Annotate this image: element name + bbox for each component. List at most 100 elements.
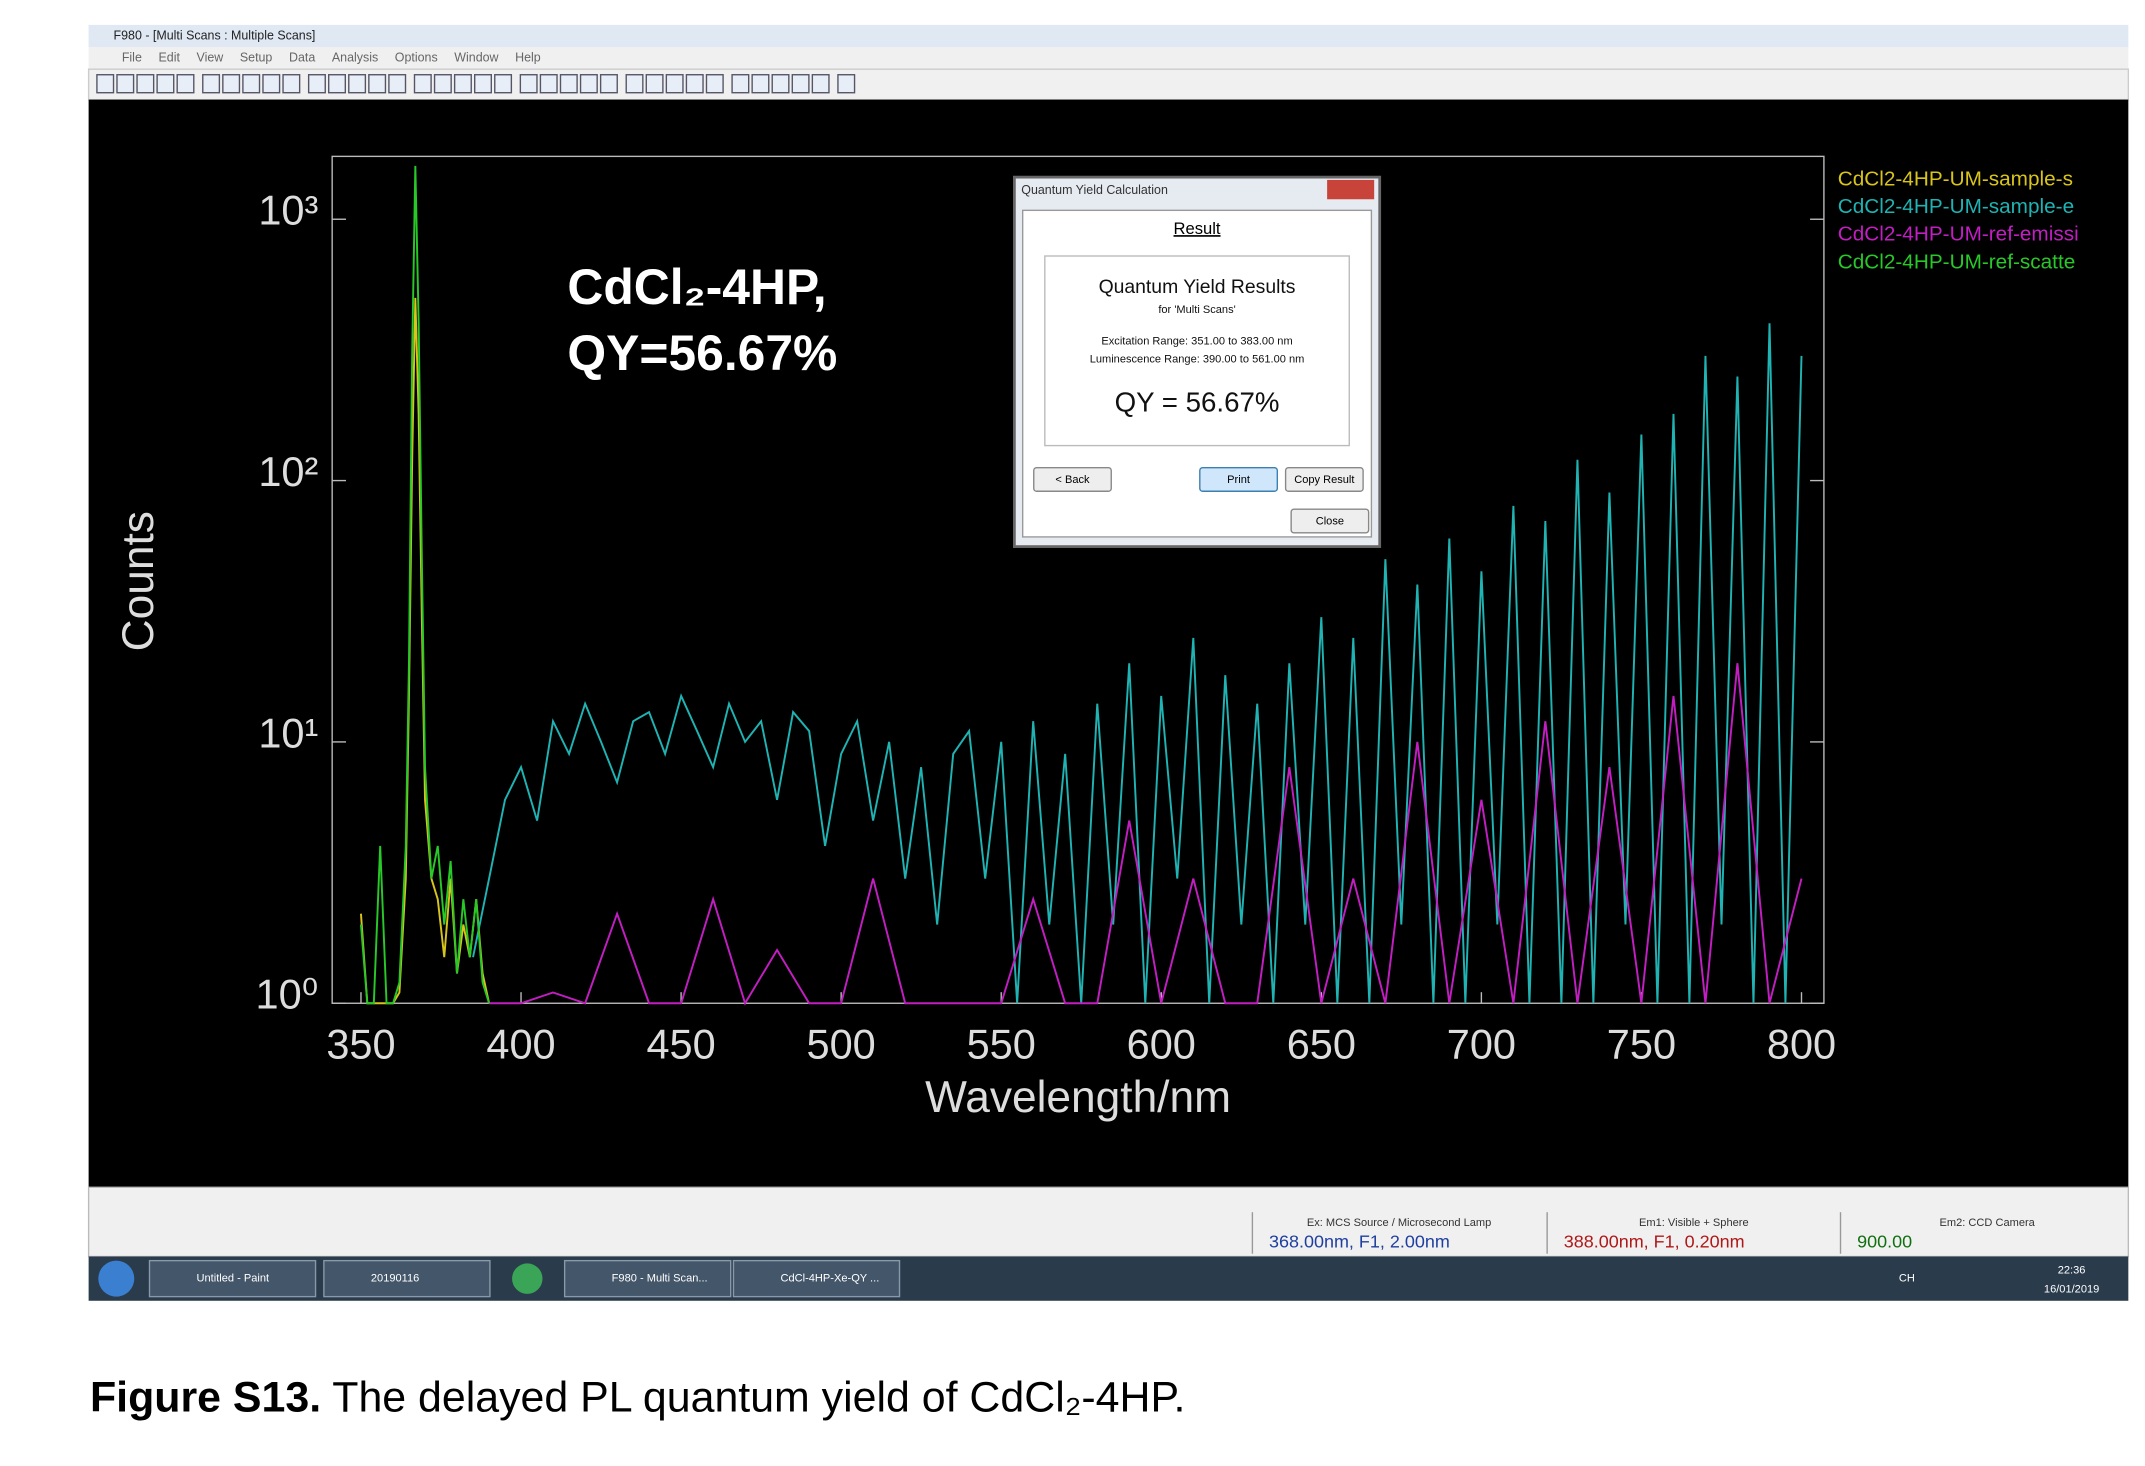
menu-item[interactable]: Data xyxy=(289,50,315,64)
taskbar-label[interactable]: Untitled - Paint xyxy=(197,1273,270,1285)
toolbar-button[interactable] xyxy=(413,74,432,94)
caption: Figure S13. The delayed PL quantum yield… xyxy=(90,1374,1185,1422)
taskbar-label[interactable]: CdCl-4HP-Xe-QY ... xyxy=(781,1273,880,1285)
status-label: Ex: MCS Source / Microsecond Lamp xyxy=(1307,1217,1491,1229)
button-label[interactable]: Copy Result xyxy=(1294,474,1354,486)
menu-item[interactable]: File xyxy=(122,50,142,64)
result-text: Quantum Yield Results xyxy=(1099,276,1296,298)
menu-item[interactable]: View xyxy=(197,50,225,64)
toolbar-button[interactable] xyxy=(388,74,407,94)
result-text: for 'Multi Scans' xyxy=(1158,304,1235,316)
button-label[interactable]: Close xyxy=(1316,516,1344,528)
results-box xyxy=(1044,255,1350,447)
toolbar-button[interactable] xyxy=(474,74,492,94)
toolbar-button[interactable] xyxy=(453,74,472,94)
toolbar-button[interactable] xyxy=(307,74,326,94)
toolbar-button[interactable] xyxy=(156,74,175,94)
button-label[interactable]: Print xyxy=(1227,474,1250,486)
menu-item[interactable]: Window xyxy=(454,50,499,64)
toolbar-button[interactable] xyxy=(282,74,301,94)
result-text: QY = 56.67% xyxy=(1115,386,1280,417)
toolbar-button[interactable] xyxy=(202,74,221,94)
toolbar-button[interactable] xyxy=(559,74,578,94)
toolbar-button[interactable] xyxy=(625,74,644,94)
menu-bar xyxy=(88,47,2129,70)
toolbar-button[interactable] xyxy=(519,74,538,94)
legend-entry: CdCl2-4HP-UM-sample-e xyxy=(1838,195,2074,218)
toolbar-button[interactable] xyxy=(685,74,704,94)
dialog-button[interactable] xyxy=(1284,467,1364,492)
result-text: Excitation Range: 351.00 to 383.00 nm xyxy=(1101,336,1292,348)
toolbar-button[interactable] xyxy=(368,74,387,94)
window-title: F980 - [Multi Scans : Multiple Scans] xyxy=(114,28,316,42)
toolbar-button[interactable] xyxy=(242,74,261,94)
toolbar-button[interactable] xyxy=(751,74,770,94)
result-text: Luminescence Range: 390.00 to 561.00 nm xyxy=(1090,354,1305,366)
toolbar-button[interactable] xyxy=(176,74,195,94)
x-tick-label: 400 xyxy=(486,1021,555,1068)
dialog-button[interactable] xyxy=(1199,467,1278,492)
x-tick-label: 600 xyxy=(1127,1021,1196,1068)
toolbar-button[interactable] xyxy=(262,74,281,94)
toolbar-button[interactable] xyxy=(494,74,513,94)
taskbar-date: 16/01/2019 xyxy=(2044,1284,2099,1296)
taskbar-app[interactable] xyxy=(512,1263,543,1294)
dialog-close[interactable] xyxy=(1327,179,1375,200)
toolbar-button[interactable] xyxy=(771,74,790,94)
legend-entry: CdCl2-4HP-UM-sample-s xyxy=(1838,167,2073,190)
toolbar-button[interactable] xyxy=(645,74,664,94)
toolbar-button[interactable] xyxy=(731,74,750,94)
toolbar-button[interactable] xyxy=(837,74,856,94)
toolbar-button[interactable] xyxy=(665,74,684,94)
x-tick-label: 800 xyxy=(1767,1021,1836,1068)
x-tick-label: 550 xyxy=(967,1021,1036,1068)
toolbar-button[interactable] xyxy=(791,74,810,94)
menu-item[interactable]: Options xyxy=(395,50,438,64)
dialog-heading: Result xyxy=(1174,219,1221,238)
menu-item[interactable]: Edit xyxy=(158,50,180,64)
toolbar-button[interactable] xyxy=(328,74,347,94)
taskbar-label[interactable]: F980 - Multi Scan... xyxy=(612,1273,708,1285)
taskbar-item[interactable] xyxy=(148,1259,317,1298)
button-label[interactable]: < Back xyxy=(1055,474,1090,486)
start-button[interactable] xyxy=(98,1260,135,1297)
toolbar-button[interactable] xyxy=(348,74,367,94)
menu-item[interactable]: Help xyxy=(515,50,541,64)
title-bar xyxy=(88,24,2129,48)
toolbar-button[interactable] xyxy=(579,74,598,94)
toolbar-button[interactable] xyxy=(705,74,724,94)
y-tick-label: 10¹ xyxy=(258,709,318,756)
x-tick-label: 450 xyxy=(646,1021,715,1068)
toolbar-button[interactable] xyxy=(222,74,241,94)
series-line xyxy=(489,663,1803,1006)
x-axis-label: Wavelength/nm xyxy=(925,1073,1231,1122)
y-tick-label: 10² xyxy=(258,448,318,495)
toolbar-button[interactable] xyxy=(539,74,558,94)
toolbar-button[interactable] xyxy=(136,74,155,94)
x-tick-label: 650 xyxy=(1287,1021,1356,1068)
status-value: 900.00 xyxy=(1857,1231,1912,1251)
y-axis-label: Counts xyxy=(114,511,163,651)
menu-item[interactable]: Setup xyxy=(240,50,273,64)
status-label: Em2: CCD Camera xyxy=(1940,1217,2036,1229)
status-value: 368.00nm, F1, 2.00nm xyxy=(1269,1231,1450,1251)
legend-entry: CdCl2-4HP-UM-ref-scatte xyxy=(1838,250,2076,273)
x-tick-label: 500 xyxy=(807,1021,876,1068)
toolbar-button[interactable] xyxy=(433,74,452,94)
legend-entry: CdCl2-4HP-UM-ref-emissi xyxy=(1838,223,2079,246)
taskbar-item[interactable] xyxy=(732,1259,901,1298)
toolbar-button[interactable] xyxy=(599,74,618,94)
dialog-button[interactable] xyxy=(1033,467,1112,492)
annotation: CdCl₂-4HP, xyxy=(567,259,826,315)
toolbar-button[interactable] xyxy=(116,74,135,94)
series-line xyxy=(359,297,491,1005)
taskbar-item[interactable] xyxy=(323,1259,491,1298)
toolbar-button[interactable] xyxy=(811,74,830,94)
taskbar-time: 22:36 xyxy=(2058,1264,2086,1276)
caption-text: The delayed PL quantum yield of CdCl₂-4H… xyxy=(321,1374,1185,1422)
menu-item[interactable]: Analysis xyxy=(332,50,378,64)
dialog-button[interactable] xyxy=(1290,508,1370,534)
taskbar-label[interactable]: 20190116 xyxy=(371,1273,419,1285)
toolbar-button[interactable] xyxy=(96,74,115,94)
taskbar-item[interactable] xyxy=(563,1259,732,1298)
